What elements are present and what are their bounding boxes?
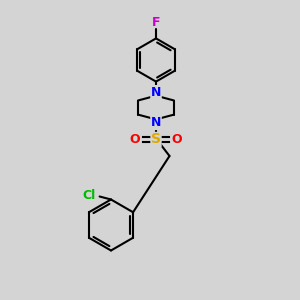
Text: Cl: Cl: [83, 189, 96, 203]
Text: N: N: [151, 85, 161, 99]
Text: O: O: [130, 133, 140, 146]
Text: O: O: [172, 133, 182, 146]
Text: S: S: [151, 133, 161, 146]
Text: F: F: [152, 16, 160, 29]
Text: N: N: [151, 116, 161, 130]
